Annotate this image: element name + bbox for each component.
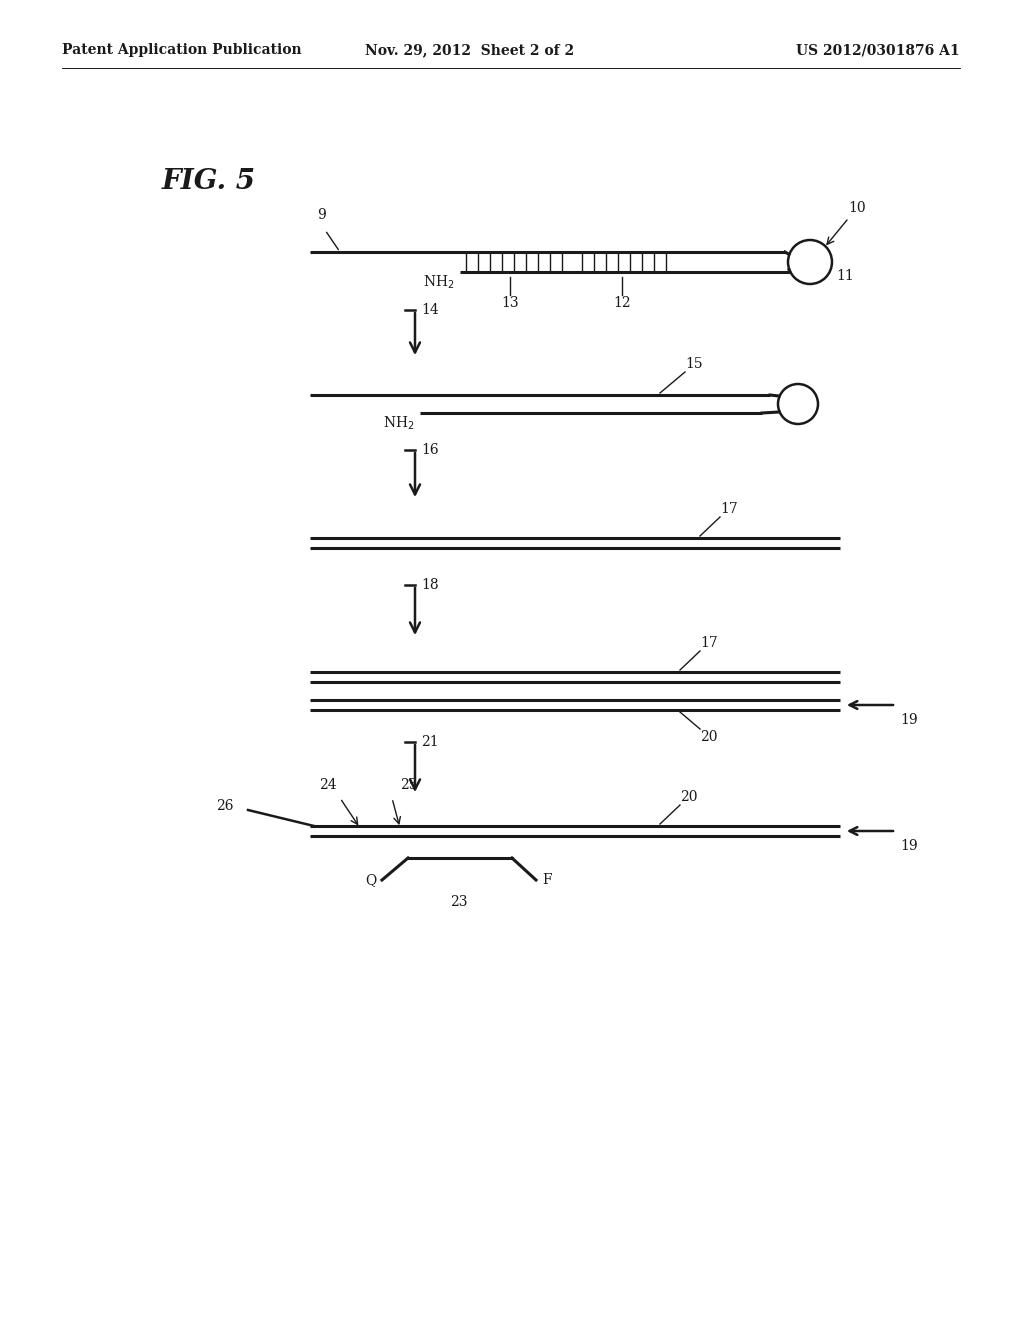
Text: US 2012/0301876 A1: US 2012/0301876 A1 bbox=[797, 44, 961, 57]
Text: 25: 25 bbox=[400, 777, 418, 792]
Text: NH$_2$: NH$_2$ bbox=[423, 275, 455, 292]
Text: Q: Q bbox=[365, 873, 376, 887]
Text: FIG. 5: FIG. 5 bbox=[162, 168, 256, 195]
Text: F: F bbox=[542, 873, 552, 887]
Text: 19: 19 bbox=[900, 713, 918, 727]
Text: 14: 14 bbox=[421, 304, 438, 317]
Text: 13: 13 bbox=[501, 296, 519, 310]
Text: 12: 12 bbox=[613, 296, 631, 310]
Text: 21: 21 bbox=[421, 735, 438, 748]
Text: 15: 15 bbox=[685, 356, 702, 371]
Text: 17: 17 bbox=[720, 502, 737, 516]
Text: 18: 18 bbox=[421, 578, 438, 591]
Text: 24: 24 bbox=[319, 777, 337, 792]
Text: 23: 23 bbox=[451, 895, 468, 909]
Text: Nov. 29, 2012  Sheet 2 of 2: Nov. 29, 2012 Sheet 2 of 2 bbox=[366, 44, 574, 57]
Text: 20: 20 bbox=[700, 730, 718, 744]
Text: 10: 10 bbox=[827, 201, 865, 244]
Text: 20: 20 bbox=[680, 789, 697, 804]
Text: 17: 17 bbox=[700, 636, 718, 649]
Text: 19: 19 bbox=[900, 840, 918, 853]
Text: 16: 16 bbox=[421, 444, 438, 457]
Text: NH$_2$: NH$_2$ bbox=[383, 414, 415, 433]
Text: 26: 26 bbox=[216, 799, 234, 813]
Text: 9: 9 bbox=[317, 209, 327, 222]
Text: Patent Application Publication: Patent Application Publication bbox=[62, 44, 302, 57]
Text: 11: 11 bbox=[836, 269, 854, 282]
